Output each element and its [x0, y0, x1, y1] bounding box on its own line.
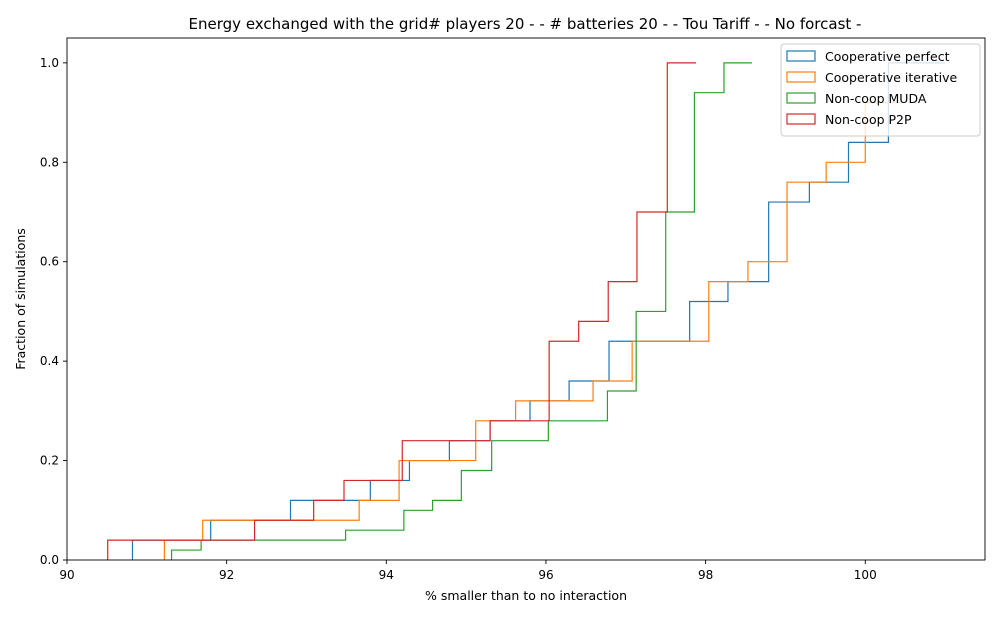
legend-swatch [786, 113, 816, 125]
legend-label: Cooperative perfect [825, 49, 950, 64]
y-tick-label: 0.8 [40, 155, 59, 169]
legend-swatch [786, 50, 816, 62]
legend-box [780, 43, 981, 137]
y-tick-label: 0.4 [40, 354, 59, 368]
legend-label: Non-coop P2P [825, 112, 912, 127]
x-tick-label: 92 [219, 568, 234, 582]
legend-swatch [786, 71, 816, 83]
y-tick-label: 1.0 [40, 56, 59, 70]
y-tick-label: 0.6 [40, 255, 59, 269]
series-line-4 [107, 62, 697, 560]
legend-label: Cooperative iterative [825, 70, 958, 85]
x-tick-label: 94 [379, 568, 394, 582]
axes-frame [66, 37, 986, 561]
legend-swatch [786, 92, 816, 104]
chart-title: Energy exchanged with the grid# players … [189, 15, 862, 33]
series-line-3 [170, 62, 752, 560]
x-tick-label: 100 [854, 568, 877, 582]
plot-area: 90 92 94 96 98 100 0.0 0.2 0.4 0.6 0.8 1.0 Cooperati… [40, 37, 986, 582]
y-tick-label: 0.0 [40, 553, 59, 567]
x-tick-label: 98 [698, 568, 713, 582]
y-tick-label: 0.2 [40, 454, 59, 468]
x-axis-label: % smaller than to no interaction [425, 588, 627, 603]
x-tick-label: 90 [59, 568, 74, 582]
x-tick-label: 96 [538, 568, 553, 582]
y-axis-label: Fraction of simulations [13, 228, 28, 370]
series-line-2 [163, 102, 906, 560]
legend-label: Non-coop MUDA [825, 91, 927, 106]
